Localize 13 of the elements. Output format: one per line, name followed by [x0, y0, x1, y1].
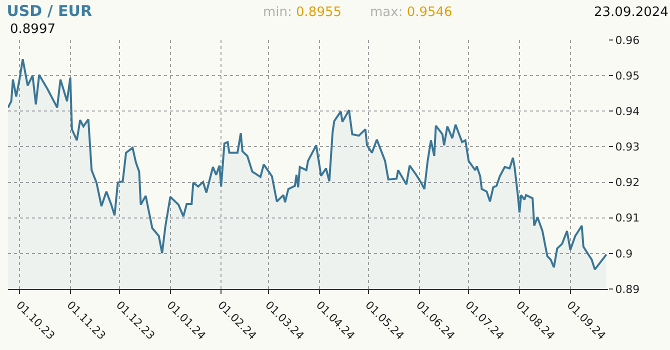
- y-tick-label: 0.91: [615, 212, 640, 225]
- text: max: 0.9546: [370, 5, 452, 20]
- text: 0.8997: [10, 22, 56, 37]
- y-tick-label: 0.95: [615, 69, 640, 82]
- text: 23.09.2024: [594, 5, 668, 20]
- y-tick-label: 0.89: [615, 282, 640, 296]
- y-tick-label: 0.94: [615, 104, 640, 118]
- y-tick-label: 0.92: [615, 176, 640, 190]
- chart-title: USD / EUR: [6, 2, 92, 20]
- y-tick-label: 0.96: [615, 34, 640, 47]
- y-tick-label: 0.93: [615, 140, 640, 154]
- y-tick-label: 0.9: [615, 247, 633, 260]
- text: min: 0.8955: [263, 5, 342, 20]
